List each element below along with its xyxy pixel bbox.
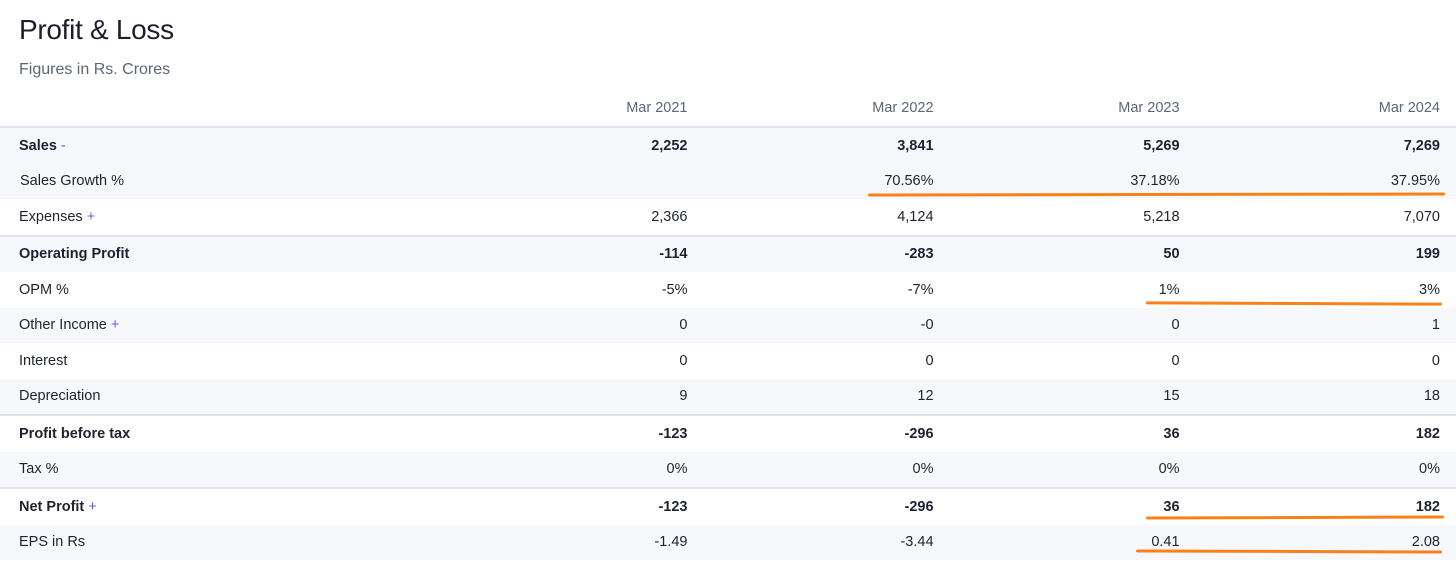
- cell-eps-mar-2024: 2.08: [1179, 524, 1456, 560]
- row-expenses: Expenses + 2,366 4,124 5,218 7,070: [0, 199, 1456, 236]
- expand-toggle-expenses[interactable]: +: [86, 208, 96, 225]
- header-row: Mar 2021 Mar 2022 Mar 2023 Mar 2024: [0, 90, 1456, 128]
- cell-expenses-mar-2023: 5,218: [1143, 208, 1180, 225]
- collapse-toggle-sales[interactable]: -: [60, 137, 66, 154]
- expand-toggle-net-profit[interactable]: +: [88, 498, 97, 515]
- row-label-eps: EPS in Rs: [0, 524, 442, 560]
- cell-interest-mar-2022: 0: [925, 352, 934, 369]
- page-title: Profit & Loss: [19, 14, 174, 45]
- cell-interest-mar-2021: 0: [679, 352, 688, 369]
- row-label-expenses[interactable]: Expenses +: [19, 208, 96, 225]
- cell-depreciation-mar-2021: 9: [441, 378, 688, 415]
- cell-opm-mar-2022: -7%: [907, 281, 934, 298]
- row-label-profit-before-tax: Profit before tax: [0, 414, 442, 452]
- cell-sales-mar-2021: 2,252: [441, 126, 688, 164]
- row-label-net-profit[interactable]: Net Profit +: [0, 487, 442, 525]
- cell-expenses-mar-2021: 2,366: [651, 208, 688, 225]
- cell-depreciation-mar-2023: 15: [933, 378, 1180, 415]
- cell-depreciation-mar-2024: 18: [1179, 378, 1456, 415]
- cell-depreciation-mar-2022: 12: [687, 378, 934, 415]
- profit-loss-table-wrapper: Mar 2021 Mar 2022 Mar 2023 Mar 2024 Sale…: [0, 90, 1456, 560]
- row-net-profit: Net Profit + -123 -296 36 182: [0, 487, 1456, 525]
- cell-sales-mar-2023: 5,269: [933, 126, 1180, 164]
- cell-profit-before-tax-mar-2023: 36: [933, 414, 1180, 452]
- cell-net-profit-mar-2023: 36: [933, 487, 1180, 525]
- column-header-mar-2024[interactable]: Mar 2024: [1179, 90, 1456, 128]
- cell-opm-mar-2024: 3%: [1419, 281, 1440, 298]
- cell-sales-mar-2022: 3,841: [687, 126, 934, 164]
- cell-opm-mar-2021: -5%: [661, 281, 688, 298]
- cell-expenses-mar-2024: 7,070: [1403, 208, 1440, 225]
- cell-expenses-mar-2022: 4,124: [897, 208, 934, 225]
- cell-net-profit-mar-2022: -296: [687, 487, 934, 525]
- cell-tax-mar-2024: 0%: [1179, 451, 1456, 488]
- cell-sales-growth-mar-2021: [441, 163, 688, 199]
- profit-loss-table: Mar 2021 Mar 2022 Mar 2023 Mar 2024 Sale…: [0, 90, 1456, 560]
- cell-other-income-mar-2024: 1: [1179, 307, 1456, 343]
- row-tax: Tax % 0% 0% 0% 0%: [0, 451, 1456, 488]
- cell-operating-profit-mar-2023: 50: [933, 234, 1180, 272]
- row-label-sales[interactable]: Sales -: [0, 126, 442, 164]
- cell-other-income-mar-2023: 0: [933, 307, 1180, 343]
- cell-other-income-mar-2021: 0: [441, 307, 688, 343]
- column-header-mar-2021[interactable]: Mar 2021: [441, 90, 688, 128]
- cell-tax-mar-2022: 0%: [687, 451, 934, 488]
- row-label-interest: Interest: [19, 352, 68, 369]
- row-eps: EPS in Rs -1.49 -3.44 0.41 2.08: [0, 524, 1456, 560]
- cell-profit-before-tax-mar-2021: -123: [441, 414, 688, 452]
- cell-profit-before-tax-mar-2022: -296: [687, 414, 934, 452]
- cell-tax-mar-2023: 0%: [933, 451, 1180, 488]
- column-header-mar-2023[interactable]: Mar 2023: [933, 90, 1180, 128]
- cell-operating-profit-mar-2021: -114: [441, 234, 688, 272]
- row-profit-before-tax: Profit before tax -123 -296 36 182: [0, 414, 1456, 452]
- row-label-operating-profit: Operating Profit: [0, 234, 442, 272]
- cell-net-profit-mar-2021: -123: [441, 487, 688, 525]
- row-opm: OPM % -5% -7% 1% 3%: [0, 272, 1456, 308]
- row-label-sales-growth: Sales Growth %: [0, 163, 442, 199]
- header-label-cell: [0, 90, 442, 128]
- row-label-opm: OPM %: [19, 281, 69, 298]
- expand-toggle-other-income[interactable]: +: [110, 317, 120, 334]
- row-label-other-income[interactable]: Other Income +: [0, 307, 442, 343]
- row-sales-growth: Sales Growth % 70.56% 37.18% 37.95%: [0, 163, 1456, 199]
- cell-sales-mar-2024: 7,269: [1179, 126, 1456, 164]
- row-label-tax: Tax %: [0, 451, 442, 488]
- page-subtitle: Figures in Rs. Crores: [19, 61, 171, 78]
- cell-eps-mar-2022: -3.44: [687, 524, 934, 560]
- cell-operating-profit-mar-2022: -283: [687, 234, 934, 272]
- cell-interest-mar-2023: 0: [1171, 352, 1180, 369]
- cell-eps-mar-2021: -1.49: [441, 524, 688, 560]
- cell-profit-before-tax-mar-2024: 182: [1179, 414, 1456, 452]
- row-interest: Interest 0 0 0 0: [0, 343, 1456, 379]
- cell-eps-mar-2023: 0.41: [933, 524, 1180, 560]
- cell-opm-mar-2023: 1%: [1158, 281, 1180, 298]
- cell-interest-mar-2024: 0: [1431, 352, 1440, 369]
- row-depreciation: Depreciation 9 12 15 18: [0, 378, 1456, 415]
- row-sales: Sales - 2,252 3,841 5,269 7,269: [0, 126, 1456, 164]
- row-label-depreciation: Depreciation: [0, 378, 442, 415]
- row-other-income: Other Income + 0 -0 0 1: [0, 307, 1456, 343]
- cell-other-income-mar-2022: -0: [687, 307, 934, 343]
- cell-operating-profit-mar-2024: 199: [1179, 234, 1456, 272]
- row-operating-profit: Operating Profit -114 -283 50 199: [0, 234, 1456, 272]
- cell-tax-mar-2021: 0%: [441, 451, 688, 488]
- column-header-mar-2022[interactable]: Mar 2022: [687, 90, 934, 128]
